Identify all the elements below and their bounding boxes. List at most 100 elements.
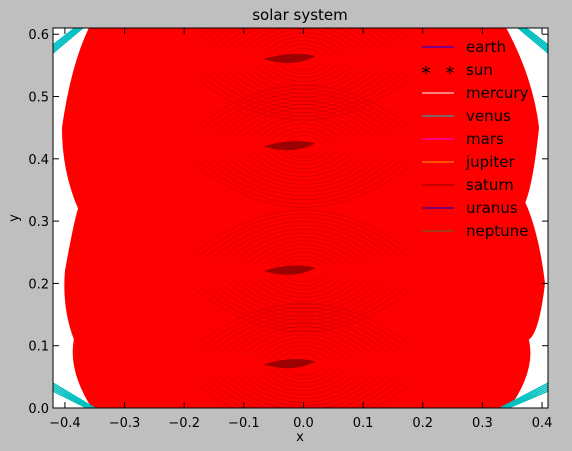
orbit-arc xyxy=(192,209,415,255)
legend-item-sun: * * sun xyxy=(422,61,493,84)
orbit-arc xyxy=(248,240,359,263)
orbit-arc xyxy=(255,277,352,298)
orbit-arc xyxy=(269,151,338,166)
legend-label: saturn xyxy=(466,176,514,194)
legend-label: neptune xyxy=(466,222,528,240)
orbit-arc xyxy=(276,255,331,268)
orbit-arc xyxy=(276,349,331,361)
orbit-arc xyxy=(241,280,366,306)
legend: earth * * sun mercury venus mars jupiter saturn u… xyxy=(422,38,529,240)
orbit-arc xyxy=(269,40,338,55)
legend-label: venus xyxy=(466,107,511,125)
legend-marker: * xyxy=(422,63,431,84)
orbit-arc xyxy=(255,244,352,264)
orbit-knot xyxy=(263,358,316,369)
x-tick-label: 0.1 xyxy=(353,416,374,431)
orbit-arc xyxy=(213,28,394,46)
orbit-arc xyxy=(234,108,373,137)
orbit-arc xyxy=(213,221,394,258)
orbit-arc xyxy=(262,341,345,359)
orbit-arc xyxy=(283,367,324,376)
venus-orbit-trace xyxy=(53,388,90,408)
orbit-arc xyxy=(220,283,387,317)
orbit-knot xyxy=(263,265,316,275)
venus-orbit-trace xyxy=(519,28,548,52)
legend-item-neptune: neptune xyxy=(422,222,528,240)
orbit-arc xyxy=(206,310,401,351)
orbit-arc xyxy=(206,92,401,133)
orbit-arc xyxy=(199,306,408,349)
orbit-arc xyxy=(276,44,331,56)
orbit-arc xyxy=(192,85,415,130)
y-tick-label: 0.3 xyxy=(28,215,49,230)
orbit-arc xyxy=(248,154,359,177)
orbit-arc xyxy=(283,61,324,71)
y-axis-label: y xyxy=(7,214,22,222)
orbit-arc xyxy=(227,322,380,354)
venus-orbit-trace xyxy=(53,386,92,408)
orbit-arc xyxy=(206,285,401,325)
orbit-arc xyxy=(199,161,408,204)
legend-item-mars: mars xyxy=(422,130,504,148)
orbit-arc xyxy=(283,47,324,57)
orbit-arc xyxy=(262,370,345,388)
y-tick-label: 0.0 xyxy=(28,402,49,417)
y-tick-label: 0.1 xyxy=(28,340,49,355)
orbit-arc xyxy=(241,236,366,262)
legend-item-venus: venus xyxy=(422,107,511,125)
orbit-arc xyxy=(276,368,331,380)
legend-item-mercury: mercury xyxy=(422,84,529,102)
legend-label: mercury xyxy=(466,84,529,102)
x-tick-label: 0.2 xyxy=(412,416,433,431)
orbit-arc xyxy=(234,326,373,355)
orbit-arc xyxy=(283,273,324,283)
orbit-arc xyxy=(192,303,415,348)
venus-orbit-trace xyxy=(517,28,548,54)
orbit-arc xyxy=(234,156,373,185)
venus-orbit-trace xyxy=(53,28,78,48)
orbit-arc xyxy=(199,379,408,408)
orbit-arc xyxy=(262,276,345,294)
legend-item-uranus: uranus xyxy=(422,199,518,217)
orbit-arc xyxy=(255,371,352,391)
venus-orbit-trace xyxy=(508,390,548,408)
orbit-arc xyxy=(255,119,352,140)
venus-orbit-trace xyxy=(521,28,548,50)
orbit-arc xyxy=(283,259,324,269)
venus-orbit-trace xyxy=(53,390,88,408)
orbit-arc xyxy=(220,376,387,408)
orbit-arc xyxy=(283,149,324,158)
orbit-arc xyxy=(206,217,401,257)
orbit-arc xyxy=(227,157,380,189)
legend-label: sun xyxy=(466,61,493,79)
orbit-mass xyxy=(61,28,546,408)
x-axis-label: x xyxy=(296,430,304,445)
legend-label: jupiter xyxy=(465,153,515,171)
orbit-arc xyxy=(213,377,394,408)
orbit-arc xyxy=(234,232,373,261)
y-tick-label: 0.2 xyxy=(28,277,49,292)
orbit-arc xyxy=(220,318,387,353)
orbit-arc xyxy=(269,127,338,142)
orbit-arc xyxy=(269,345,338,360)
orbit-arc xyxy=(192,380,415,408)
y-tick-label: 0.6 xyxy=(28,28,49,43)
orbit-arc xyxy=(262,248,345,265)
dense-orbit-arcs xyxy=(192,28,415,408)
orbit-arc xyxy=(241,373,366,399)
orbit-arc xyxy=(262,123,345,141)
orbit-arc xyxy=(213,314,394,352)
x-tick-label: 0.0 xyxy=(293,416,314,431)
orbit-arc xyxy=(283,135,324,144)
y-tick-label: 0.5 xyxy=(28,91,49,106)
orbit-knot xyxy=(263,53,316,64)
orbit-arc xyxy=(248,115,359,139)
orbit-arc xyxy=(241,155,366,181)
plot-frame xyxy=(52,27,549,409)
x-tick-label: −0.3 xyxy=(109,416,141,431)
venus-orbit-trace xyxy=(506,388,548,408)
orbit-arc xyxy=(276,131,331,143)
venus-orbit-trace xyxy=(499,382,548,408)
venus-orbit-trace xyxy=(501,384,548,408)
legend-label: mars xyxy=(466,130,504,148)
